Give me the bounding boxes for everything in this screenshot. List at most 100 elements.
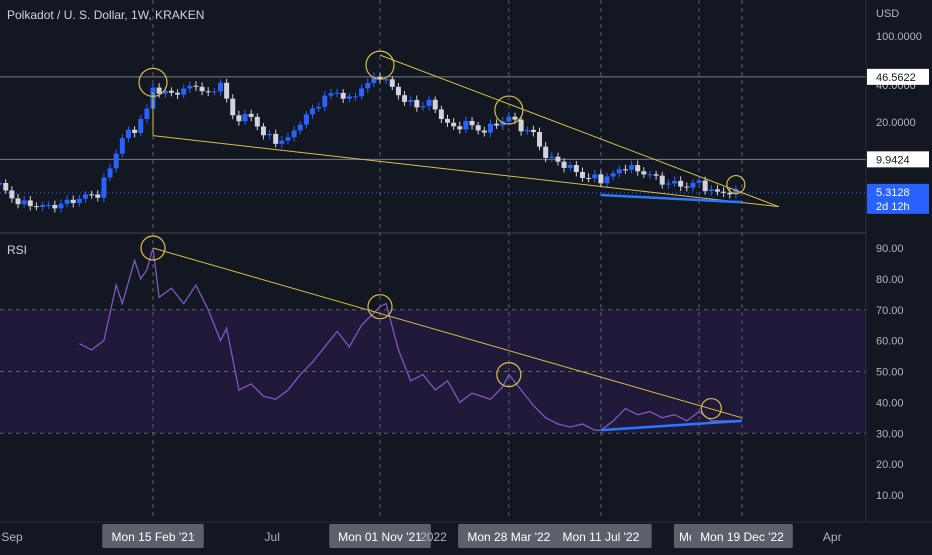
candle-body — [181, 88, 187, 95]
time-label-box-5 — [329, 524, 431, 548]
candle-body — [530, 129, 536, 133]
candle-body — [469, 120, 475, 126]
candle-body — [260, 126, 266, 136]
price-label-box-0 — [867, 68, 929, 85]
candle-body — [635, 165, 641, 172]
rsi-circle-1 — [367, 294, 393, 320]
currency-label: USD — [876, 8, 900, 20]
candle-body — [549, 156, 555, 158]
price-circle-2 — [494, 95, 524, 125]
candle-body — [193, 85, 199, 87]
price-circle-0 — [138, 67, 168, 97]
candle-body — [107, 168, 113, 178]
candle-body — [224, 82, 230, 99]
candle-body — [438, 109, 444, 119]
candle-body — [641, 171, 647, 175]
candle-body — [230, 98, 236, 116]
candle-body — [512, 116, 518, 120]
rsi-tick-label-4: 50.00 — [876, 367, 904, 379]
candle-body — [579, 172, 585, 178]
candle-body — [524, 129, 530, 132]
candle-body — [721, 191, 727, 193]
candle-body — [714, 189, 720, 192]
candle-body — [95, 194, 101, 198]
price-circle-1 — [365, 50, 395, 80]
time-label-0: Sep — [1, 530, 23, 544]
time-label-5: Mon 01 Nov '21 — [338, 530, 422, 544]
candle-body — [156, 87, 162, 94]
price-tick-label-0: 100.0000 — [876, 31, 922, 43]
candle-body — [678, 180, 684, 187]
candle-body — [463, 120, 469, 130]
rsi-tick-label-6: 30.00 — [876, 428, 904, 440]
candle-body — [138, 118, 144, 133]
candle-body — [58, 203, 64, 209]
candle-body — [402, 95, 408, 102]
candle-body — [377, 76, 383, 80]
price-trendline-1 — [152, 135, 779, 208]
candle-body — [9, 190, 15, 199]
candle-body — [622, 169, 628, 171]
candle-body — [352, 96, 358, 98]
candle-body — [451, 122, 457, 127]
candle-body — [383, 79, 389, 81]
candle-body — [0, 183, 3, 185]
candle-body — [708, 189, 714, 192]
time-label-box-10 — [691, 524, 793, 548]
price-tick-label-2: 20.0000 — [876, 117, 916, 129]
candle-body — [199, 86, 205, 92]
rsi-tick-label-7: 20.00 — [876, 459, 904, 471]
candle-body — [310, 108, 316, 115]
candle-body — [248, 113, 254, 117]
candle-body — [132, 129, 138, 133]
candle-body — [205, 91, 211, 93]
price-label-value-0: 46.5622 — [876, 72, 916, 84]
candle-body — [702, 180, 708, 192]
candle-body — [27, 200, 33, 207]
rsi-tick-label-0: 90.00 — [876, 243, 904, 255]
time-label-box-2 — [102, 524, 204, 548]
candle-body — [83, 194, 89, 199]
candle-body — [365, 83, 371, 89]
price-label-countdown: 2d 12h — [876, 201, 910, 213]
candle-body — [217, 82, 223, 92]
price-label-box-2 — [867, 183, 929, 214]
time-label-3: r — [190, 530, 194, 544]
rsi-circle-2 — [496, 361, 522, 388]
candle-body — [273, 133, 279, 144]
candle-body — [420, 105, 426, 108]
candle-body — [316, 106, 322, 109]
rsi-line — [79, 247, 736, 431]
candle-body — [457, 126, 463, 130]
candle-body — [733, 188, 739, 195]
candle-body — [297, 124, 303, 131]
rsi-title: RSI — [7, 243, 28, 257]
candle-body — [52, 204, 58, 209]
candle-body — [168, 90, 174, 93]
time-label-7: Mon 28 Mar '22 — [467, 530, 550, 544]
chart-title: Polkadot / U. S. Dollar, 1W, KRAKEN — [7, 8, 205, 22]
candle-body — [647, 174, 653, 176]
candle-body — [64, 199, 70, 204]
candle-body — [162, 90, 168, 94]
candle-body — [101, 177, 107, 198]
candle-body — [586, 177, 592, 179]
candle-body — [690, 182, 696, 188]
candle-body — [672, 180, 678, 184]
candle-body — [187, 85, 193, 89]
candle-body — [543, 146, 549, 158]
candle-body — [696, 180, 702, 183]
candle-body — [659, 175, 665, 185]
candle-body — [242, 113, 248, 122]
rsi-trendline — [152, 247, 743, 419]
candle-body — [389, 79, 395, 87]
candle-body — [346, 96, 352, 99]
candle-body — [76, 198, 82, 204]
candle-body — [395, 86, 401, 96]
time-label-2: Mon 15 Feb '21 — [111, 530, 194, 544]
candle-body — [665, 183, 671, 185]
price-label-box-1 — [867, 151, 929, 168]
rsi-tick-label-1: 80.00 — [876, 274, 904, 286]
